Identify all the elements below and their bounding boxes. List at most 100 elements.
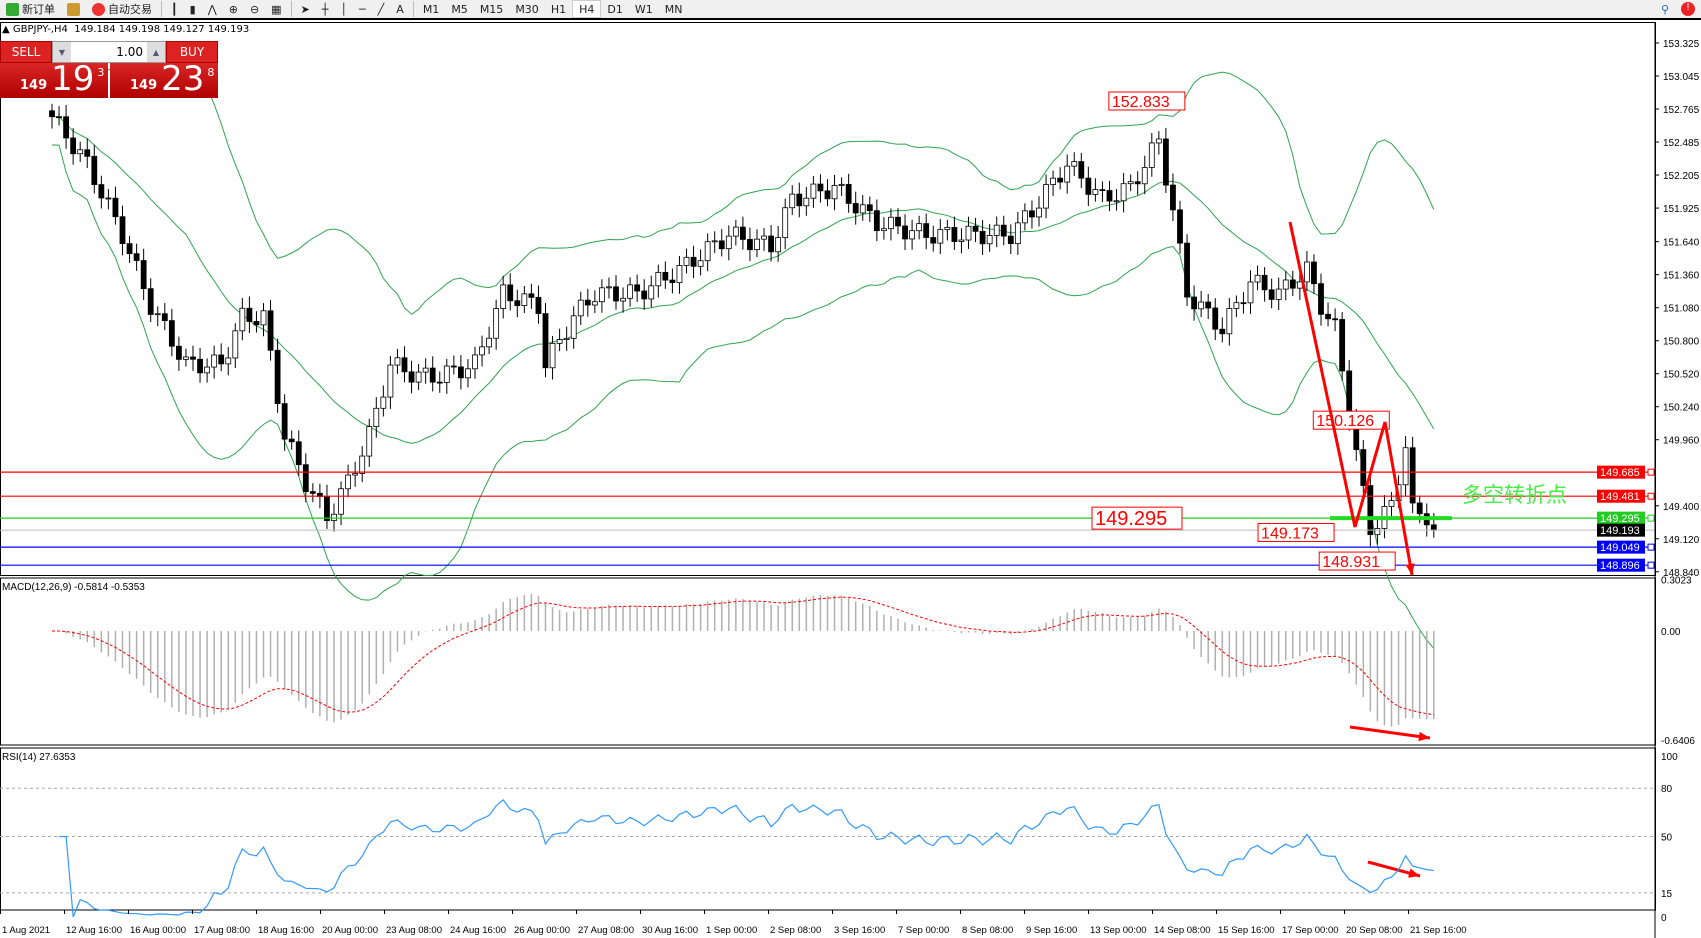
timeframe-d1[interactable]: D1 [607, 2, 623, 16]
price-tick-label: 151.640 [1663, 238, 1700, 249]
candle-body [436, 381, 443, 384]
candle-body [302, 464, 309, 492]
tile-windows-button[interactable]: ▦ [265, 0, 287, 18]
candle-body [965, 225, 972, 241]
level-price-tag [1597, 489, 1645, 503]
candle-body [958, 239, 965, 242]
line-chart-button[interactable]: ⋀ [207, 2, 217, 16]
level-price-tag [1597, 465, 1645, 479]
candle-body [112, 197, 119, 218]
buy-button[interactable]: BUY [166, 41, 218, 63]
candle-body [1198, 301, 1205, 310]
price-tick-label: 149.960 [1663, 436, 1700, 447]
price-annotation: 148.931 [1322, 554, 1380, 571]
time-label: 15 Sep 16:00 [1218, 925, 1275, 936]
increase-lot-button[interactable]: ▲ [147, 42, 165, 62]
timeframe-h1[interactable]: H1 [550, 2, 567, 16]
zoom-in-icon: ⊕ [228, 2, 238, 16]
candle-body [479, 346, 485, 356]
zoom-in-button[interactable]: ⊕ [223, 0, 244, 18]
candle-body [408, 371, 415, 383]
time-label: 9 Sep 16:00 [1026, 925, 1077, 936]
level-handle [1647, 543, 1655, 551]
timeframe-mn[interactable]: MN [664, 2, 683, 16]
lot-size-input[interactable]: ▼ 1.00 ▲ [52, 41, 166, 63]
cursor-icon: ➤ [300, 2, 310, 16]
candle-body [1043, 184, 1049, 209]
price-tick-label: 152.485 [1663, 138, 1700, 149]
zoom-out-button[interactable]: ⊖ [244, 0, 265, 18]
candle-chart-button[interactable]: ▮ [189, 2, 196, 16]
time-label: 7 Sep 00:00 [898, 925, 949, 936]
candle-body [1416, 502, 1423, 515]
candle-body [859, 204, 866, 214]
candle-body [1367, 485, 1374, 536]
candle-body [888, 216, 894, 230]
candle-body [161, 313, 168, 322]
time-label: 24 Aug 16:00 [450, 925, 506, 936]
candle-body [147, 288, 154, 315]
timeframe-m30[interactable]: M30 [515, 2, 539, 16]
candle-body [359, 455, 366, 474]
candle-body [1374, 528, 1381, 536]
candle-body [697, 260, 704, 267]
time-label: 27 Aug 08:00 [578, 925, 634, 936]
text-button[interactable]: A [396, 2, 404, 16]
time-label: 20 Aug 00:00 [322, 925, 378, 936]
market-watch-button[interactable] [61, 0, 86, 18]
sell-price[interactable]: 149 19 3 [0, 62, 108, 98]
price-tick-label: 149.400 [1663, 502, 1700, 513]
candle-body [239, 307, 246, 332]
candle-body [620, 297, 626, 302]
timeframe-m5[interactable]: M5 [451, 2, 468, 16]
price-tick-label: 151.925 [1663, 204, 1700, 215]
chart-area[interactable]: 149.685 149.481 149.295 149.049 148.896 149.1… [0, 22, 1701, 938]
candle-body [1304, 261, 1310, 283]
timeframe-m1[interactable]: M1 [422, 2, 440, 16]
macd-label: MACD(12,26,9) -0.5814 -0.5353 [2, 582, 145, 593]
rsi-tick-label: 0 [1661, 913, 1667, 924]
time-label: 17 Aug 08:00 [194, 925, 250, 936]
timeframe-m15[interactable]: M15 [479, 2, 504, 16]
candle-body [394, 357, 401, 366]
candle-body [1275, 288, 1282, 300]
candle-body [613, 286, 619, 302]
candle-body [154, 313, 161, 316]
candle-body [1163, 138, 1169, 186]
vertical-line-button[interactable]: │ [340, 2, 348, 16]
candle-body [718, 240, 725, 250]
candle-body [1141, 167, 1148, 185]
time-label: 13 Sep 00:00 [1090, 925, 1147, 936]
cursor-button[interactable]: ➤ [295, 0, 316, 18]
timeframe-h4[interactable]: H4 [572, 0, 602, 18]
price-tick-label: 153.325 [1663, 39, 1700, 50]
candle-body [401, 357, 408, 373]
decrease-lot-button[interactable]: ▼ [53, 42, 71, 62]
time-label: 8 Sep 08:00 [962, 925, 1013, 936]
trendline-button[interactable]: ╱ [377, 2, 385, 16]
candle-body [500, 284, 507, 309]
candle-body [197, 358, 203, 374]
candle-body [1318, 283, 1324, 315]
candle-body [1325, 313, 1331, 320]
candle-body [866, 204, 873, 212]
new-order-button[interactable]: 新订单 [0, 0, 61, 18]
bar-chart-button[interactable]: ┃ [171, 2, 178, 16]
timeframe-w1[interactable]: W1 [634, 2, 653, 16]
sell-button[interactable]: SELL [0, 41, 52, 63]
candle-body [916, 223, 923, 232]
search-button[interactable]: ⚲ [1655, 0, 1675, 18]
candle-body [1205, 301, 1212, 309]
candle-body [1402, 447, 1409, 486]
crosshair-button[interactable]: ┼ [316, 0, 335, 18]
auto-trading-button[interactable]: 自动交易 [86, 0, 158, 18]
candle-body [895, 216, 901, 227]
candle-body [331, 513, 337, 521]
horizontal-line-button[interactable]: ─ [359, 2, 366, 16]
price-tick-label: 151.080 [1663, 304, 1700, 315]
notifications-button[interactable]: ! [1675, 0, 1701, 18]
candle-body [429, 367, 436, 383]
candle-body [796, 193, 803, 207]
buy-price[interactable]: 149 23 8 [110, 62, 218, 98]
candle-body [338, 488, 344, 515]
